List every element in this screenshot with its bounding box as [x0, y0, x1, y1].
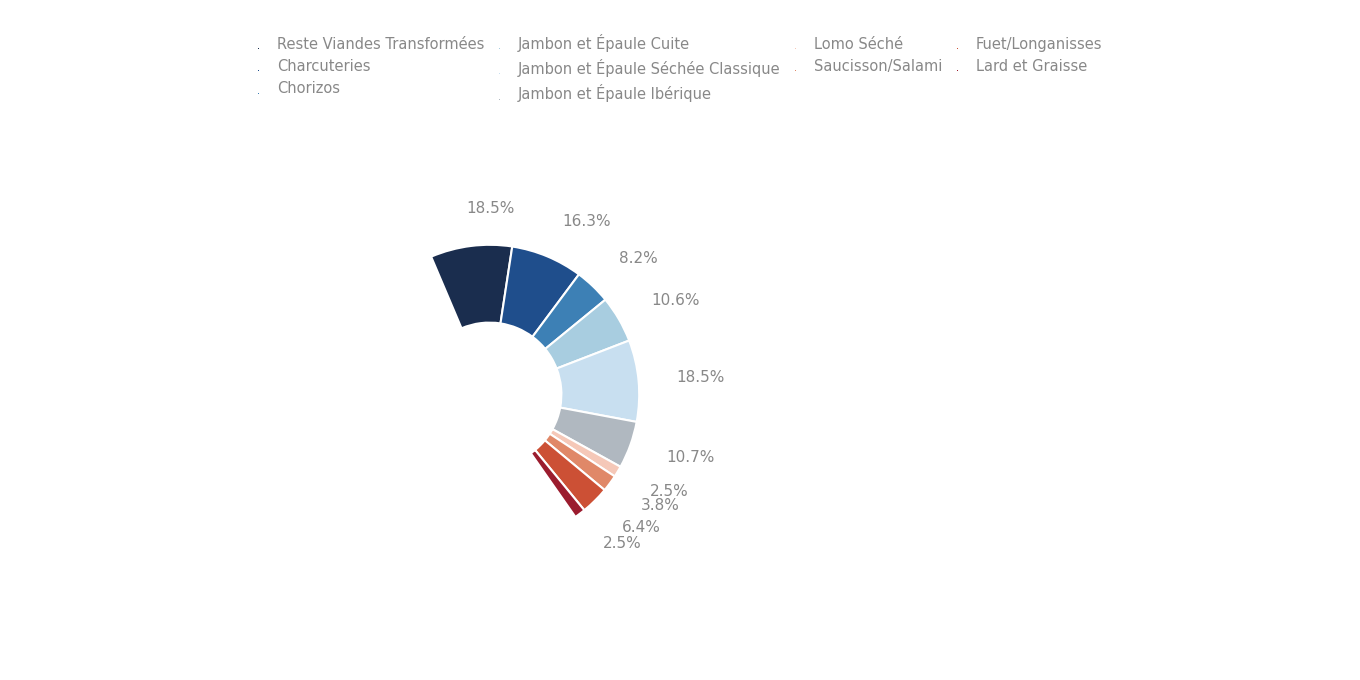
Legend: Reste Viandes Transformées, Charcuteries, Chorizos, Jambon et Épaule Cuite, Jamb: Reste Viandes Transformées, Charcuteries…	[252, 28, 1108, 108]
Text: 10.6%: 10.6%	[651, 292, 700, 307]
Wedge shape	[556, 341, 639, 422]
Text: 2.5%: 2.5%	[650, 483, 690, 498]
Text: 18.5%: 18.5%	[466, 201, 514, 216]
Wedge shape	[545, 300, 630, 369]
Wedge shape	[545, 434, 615, 490]
Text: 16.3%: 16.3%	[562, 214, 611, 228]
Text: 6.4%: 6.4%	[622, 520, 661, 535]
Wedge shape	[552, 407, 636, 466]
Text: 10.7%: 10.7%	[666, 450, 714, 465]
Wedge shape	[549, 429, 620, 477]
Wedge shape	[534, 441, 605, 510]
Text: 2.5%: 2.5%	[602, 537, 642, 551]
Text: 3.8%: 3.8%	[641, 498, 679, 513]
Wedge shape	[533, 275, 605, 349]
Text: 18.5%: 18.5%	[676, 370, 725, 385]
Wedge shape	[530, 450, 585, 517]
Wedge shape	[500, 247, 579, 337]
Text: 8.2%: 8.2%	[619, 251, 658, 267]
Wedge shape	[431, 245, 513, 328]
